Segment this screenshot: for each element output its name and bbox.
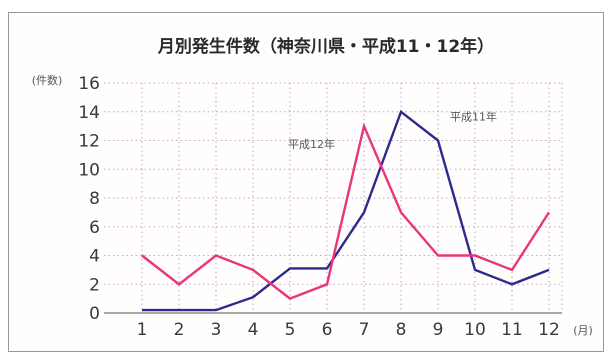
series-label: 平成11年: [450, 110, 497, 124]
x-tick-label: 12: [538, 320, 560, 340]
x-tick-label: 5: [285, 320, 296, 340]
y-tick-label: 6: [89, 218, 100, 238]
x-tick-label: 8: [396, 320, 407, 340]
y-axis-unit-label: (件数): [32, 74, 63, 87]
series-line: [141, 122, 551, 300]
grid-lines: [104, 82, 563, 314]
x-tick-label: 9: [433, 320, 444, 340]
x-axis-unit-label: (月): [573, 324, 593, 337]
y-axis-ticks: 0 2 4 6 8 10 12 14 16: [78, 74, 100, 324]
x-axis-ticks: 1 2 3 4 5 6 7 8 9 10 11 12: [137, 320, 560, 340]
y-tick-label: 10: [78, 160, 100, 180]
series-lines: [141, 109, 551, 312]
x-tick-label: 2: [174, 320, 185, 340]
x-tick-label: 10: [464, 320, 486, 340]
y-tick-label: 12: [78, 132, 100, 152]
x-tick-label: 11: [501, 320, 523, 340]
y-tick-label: 14: [78, 103, 100, 123]
x-tick-label: 3: [211, 320, 222, 340]
y-tick-label: 8: [89, 189, 100, 209]
chart-title: 月別発生件数（神奈川県・平成11・12年）: [157, 36, 494, 57]
series-line: [142, 109, 550, 312]
y-tick-label: 0: [89, 304, 100, 324]
x-tick-label: 7: [359, 320, 370, 340]
series-label: 平成12年: [288, 137, 335, 151]
chart-frame: [8, 12, 604, 352]
x-tick-label: 6: [322, 320, 333, 340]
y-tick-label: 16: [78, 74, 100, 94]
y-tick-label: 4: [89, 247, 100, 267]
x-tick-label: 4: [248, 320, 259, 340]
x-tick-label: 1: [137, 320, 148, 340]
y-tick-label: 2: [89, 275, 100, 295]
